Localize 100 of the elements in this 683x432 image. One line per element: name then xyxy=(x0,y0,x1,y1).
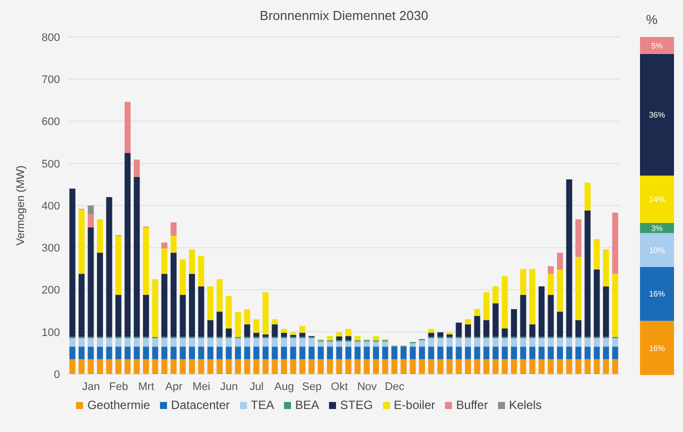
bar xyxy=(170,338,177,347)
bar xyxy=(602,249,609,286)
bar xyxy=(612,212,618,274)
bar xyxy=(428,346,434,360)
bar xyxy=(226,346,232,360)
bar xyxy=(345,336,352,340)
bar xyxy=(575,338,582,347)
bar xyxy=(115,338,122,347)
bar xyxy=(354,359,361,374)
x-tick-label: Mrt xyxy=(138,380,154,393)
bar xyxy=(280,338,287,347)
bar xyxy=(142,346,149,360)
bar xyxy=(290,332,296,335)
x-tick-label: Nov xyxy=(357,380,378,393)
x-tick-label: Aug xyxy=(274,380,294,393)
bar xyxy=(88,227,94,337)
bar xyxy=(492,338,499,347)
bar xyxy=(280,346,287,360)
bar xyxy=(400,359,407,374)
bar xyxy=(566,359,572,374)
bar xyxy=(483,359,490,374)
bar xyxy=(262,292,269,334)
bar xyxy=(180,338,186,347)
bar xyxy=(244,324,250,337)
bar xyxy=(391,346,398,360)
bar xyxy=(510,346,517,360)
bar xyxy=(134,346,140,360)
legend-label: TEA xyxy=(250,398,274,412)
bar xyxy=(502,276,508,329)
bar xyxy=(198,338,204,347)
bar xyxy=(594,359,600,374)
bar xyxy=(640,176,674,223)
y-axis-title: % xyxy=(646,12,658,27)
bar xyxy=(96,219,103,253)
bar xyxy=(244,346,250,360)
bar xyxy=(640,266,674,321)
bar xyxy=(96,252,103,337)
bar xyxy=(152,338,158,347)
bar xyxy=(566,338,572,347)
bar xyxy=(308,359,315,374)
bar xyxy=(456,322,462,337)
bar xyxy=(556,359,563,374)
bar xyxy=(216,312,223,337)
x-tick-label: Feb xyxy=(109,380,128,393)
bar xyxy=(280,328,287,333)
bar xyxy=(78,346,85,360)
x-tick-label: Jan xyxy=(82,380,100,393)
bar xyxy=(299,326,306,333)
bar xyxy=(180,359,186,374)
bar xyxy=(640,37,674,54)
bar xyxy=(308,338,315,347)
bar xyxy=(382,342,388,347)
bar xyxy=(418,346,425,360)
x-tick-label: Jun xyxy=(220,380,238,393)
bar xyxy=(234,338,241,347)
bar xyxy=(234,312,241,337)
bar xyxy=(640,54,674,176)
bar xyxy=(464,319,471,324)
bar xyxy=(428,328,434,333)
bar xyxy=(142,227,149,295)
y-tick-label: 800 xyxy=(42,32,60,44)
bar xyxy=(345,328,352,336)
bar xyxy=(124,359,131,374)
bar xyxy=(96,346,103,360)
legend-label: STEG xyxy=(340,398,373,412)
data-label: 36% xyxy=(648,110,666,120)
y-tick-label: 200 xyxy=(42,284,60,297)
bar xyxy=(474,346,480,360)
legend-label: BEA xyxy=(295,398,320,412)
bar xyxy=(152,346,158,360)
bar xyxy=(529,346,536,360)
bar xyxy=(492,286,499,304)
y-axis-title: Vermogen (MW) xyxy=(14,165,27,246)
bar xyxy=(510,359,517,374)
bar xyxy=(364,346,370,360)
bar xyxy=(538,346,545,360)
bar xyxy=(290,346,296,360)
bar xyxy=(88,214,94,228)
bar xyxy=(437,346,444,360)
bar xyxy=(584,338,591,347)
bar xyxy=(244,309,250,324)
bar xyxy=(410,346,416,360)
bar xyxy=(280,359,287,374)
bar xyxy=(272,346,278,360)
bar xyxy=(538,338,545,347)
bar xyxy=(372,342,379,347)
y-tick-label: 100 xyxy=(42,326,60,339)
bar xyxy=(556,338,563,347)
bar xyxy=(253,346,260,360)
legend-label: Datacenter xyxy=(171,398,230,412)
bar xyxy=(538,286,545,337)
bar xyxy=(464,359,471,374)
bar xyxy=(253,338,260,347)
bar xyxy=(226,328,232,337)
bar xyxy=(483,346,490,360)
bar xyxy=(170,359,177,374)
bar xyxy=(602,359,609,374)
bar xyxy=(372,346,379,360)
bar xyxy=(170,222,177,236)
bar xyxy=(510,309,517,337)
